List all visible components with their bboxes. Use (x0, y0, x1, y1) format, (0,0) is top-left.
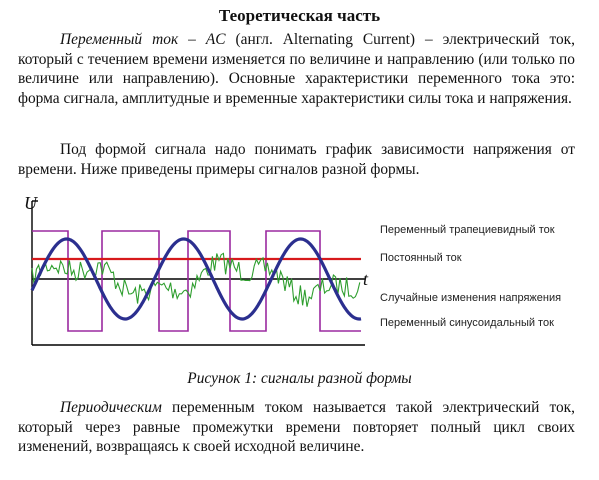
figure-caption: Рисунок 1: сигналы разной формы (187, 370, 412, 387)
legend-sine: Переменный синусоидальный ток (380, 317, 554, 329)
section-heading: Теоретическая часть (218, 6, 381, 25)
legend-dc: Постоянный ток (380, 252, 462, 264)
paragraph-periodic: Периодическим переменным током называетс… (18, 398, 575, 457)
x-axis-label: t (363, 269, 369, 289)
ac-definition-text: (англ. Alternating Current) – электричес… (18, 31, 575, 107)
signal-form-text: Под формой сигнала надо понимать график … (18, 141, 575, 178)
signal-plot: U t Переменный трапециевидный ток Постоя… (24, 193, 561, 346)
trapezoid-wave (32, 230, 361, 332)
paragraph-ac-definition: Переменный ток – AC (англ. Alternating C… (18, 30, 575, 108)
term-ac: Переменный ток – AC (60, 31, 226, 48)
paragraph-signal-form: Под формой сигнала надо понимать график … (18, 140, 575, 179)
legend-trapezoid: Переменный трапециевидный ток (380, 224, 555, 236)
random-noise-wave (31, 252, 361, 307)
legend-noise: Случайные изменения напряжения (380, 292, 561, 304)
signal-figure: U t Переменный трапециевидный ток Постоя… (18, 193, 578, 363)
term-periodic: Периодическим (60, 399, 162, 416)
y-axis-label: U (24, 193, 38, 213)
sine-wave (30, 237, 362, 321)
periodic-definition-text: переменным током называется такой электр… (18, 399, 575, 455)
